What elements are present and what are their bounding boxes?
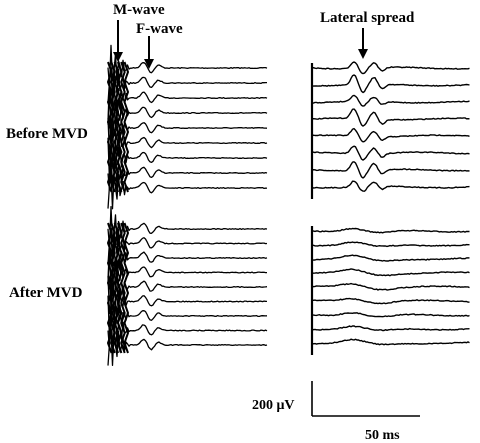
trace-after-right-3 <box>311 254 470 262</box>
trace-before-left-6 <box>107 117 268 162</box>
m-wave-stroke-after-left-5 <box>120 222 126 354</box>
trace-after-left-6 <box>107 276 268 321</box>
m-wave-label: M-wave <box>113 2 165 18</box>
m-wave-stroke-after-left-1 <box>107 222 113 354</box>
trace-before-right-4 <box>311 108 470 127</box>
trace-before-left-8 <box>107 149 268 191</box>
trace-after-left-4 <box>107 248 267 293</box>
f-wave-label: F-wave <box>136 21 183 37</box>
trace-before-right-3 <box>311 94 470 107</box>
trace-after-right-8 <box>311 325 470 332</box>
trace-before-left-1 <box>107 44 268 87</box>
f-wave-arrow <box>144 36 154 69</box>
m-wave-stroke-before-left-4 <box>116 61 123 193</box>
amplitude-scale-label: 200 μV <box>252 398 295 413</box>
trace-before-right-6 <box>311 145 470 161</box>
trace-after-right-1 <box>311 227 470 234</box>
scale-bar <box>311 381 420 417</box>
trace-before-right-2 <box>311 74 470 94</box>
m-wave-stroke-before-left-3 <box>113 61 120 193</box>
trace-before-right-7 <box>311 161 470 179</box>
trace-after-left-2 <box>107 228 268 266</box>
trace-before-left-2 <box>107 67 267 105</box>
trace-after-right-5 <box>311 282 470 291</box>
trace-after-right-7 <box>311 312 470 318</box>
trace-after-left-7 <box>107 295 268 341</box>
trace-after-right-4 <box>311 268 470 277</box>
trace-before-left-9 <box>107 172 268 210</box>
trace-after-left-1 <box>107 205 268 248</box>
time-scale-label: 50 ms <box>365 428 400 443</box>
trace-before-left-4 <box>107 89 268 134</box>
trace-before-left-5 <box>107 108 268 150</box>
trace-after-left-8 <box>107 307 268 349</box>
trace-before-left-7 <box>107 137 268 183</box>
m-wave-stroke-after-left-3 <box>113 222 120 354</box>
trace-before-left-3 <box>107 76 268 123</box>
trace-before-right-1 <box>311 61 470 75</box>
trace-before-right-8 <box>311 180 470 192</box>
trace-after-left-5 <box>107 267 268 309</box>
trace-layer <box>107 44 470 366</box>
trace-after-left-3 <box>107 237 268 284</box>
m-wave-stroke-before-left-1 <box>107 61 113 193</box>
trace-after-right-2 <box>311 241 470 248</box>
lateral-spread-label: Lateral spread <box>320 10 415 26</box>
trace-after-right-9 <box>311 338 470 346</box>
m-wave-stroke-after-left-6 <box>123 222 129 354</box>
m-wave-stroke-after-left-4 <box>116 222 123 354</box>
lateral-spread-arrow <box>358 28 368 59</box>
trace-before-right-5 <box>311 127 470 143</box>
trace-after-left-9 <box>107 329 268 366</box>
m-wave-arrow <box>113 20 123 62</box>
m-wave-stroke-before-left-6 <box>123 61 129 193</box>
m-wave-stroke-after-left-2 <box>110 222 116 354</box>
m-wave-stroke-before-left-2 <box>110 61 116 193</box>
before-mvd-label: Before MVD <box>6 126 88 142</box>
trace-after-right-6 <box>311 297 470 305</box>
m-wave-stroke-before-left-5 <box>120 61 126 193</box>
after-mvd-label: After MVD <box>9 285 83 301</box>
